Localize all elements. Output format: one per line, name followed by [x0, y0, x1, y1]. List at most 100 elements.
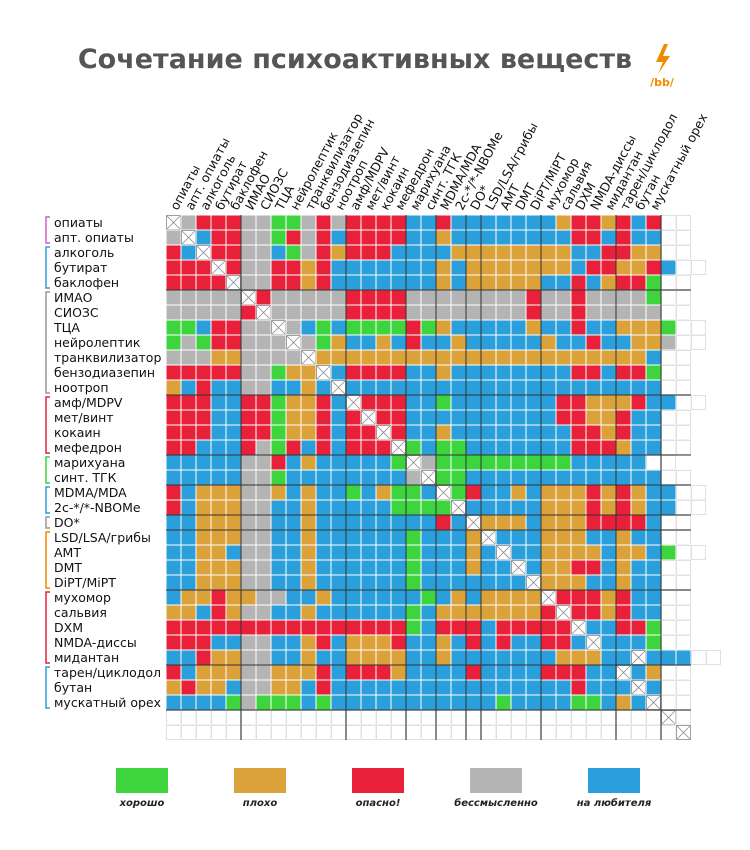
cell	[525, 454, 542, 471]
cell	[495, 664, 512, 681]
cell	[435, 634, 452, 651]
cell	[390, 364, 407, 381]
cell	[450, 244, 467, 261]
cell	[600, 379, 617, 396]
cell	[360, 469, 377, 486]
cell	[360, 274, 377, 291]
cell	[585, 619, 602, 636]
cell	[630, 379, 647, 396]
cell-cross	[646, 695, 661, 710]
cell	[210, 364, 227, 381]
cell	[300, 334, 317, 351]
cell	[555, 529, 572, 546]
cell	[540, 319, 557, 336]
cell	[405, 679, 422, 696]
cell	[405, 694, 422, 711]
cell	[300, 319, 317, 336]
cell	[180, 409, 197, 426]
cell	[375, 694, 392, 711]
cell	[630, 604, 647, 621]
cell	[645, 574, 662, 591]
cell	[225, 469, 242, 486]
cell	[435, 274, 452, 291]
cell	[300, 289, 317, 306]
cell	[645, 244, 662, 261]
cell	[270, 469, 287, 486]
cell	[525, 649, 542, 666]
cell	[405, 304, 422, 321]
cell	[225, 319, 242, 336]
cell	[495, 319, 512, 336]
cell	[300, 604, 317, 621]
cell	[330, 664, 347, 681]
cell	[360, 574, 377, 591]
cell	[270, 304, 287, 321]
cell	[435, 664, 452, 681]
cell	[270, 724, 287, 741]
cell	[345, 229, 362, 246]
cell	[360, 424, 377, 441]
cell	[375, 544, 392, 561]
cell	[510, 214, 527, 231]
cell	[165, 349, 182, 366]
cell	[480, 514, 497, 531]
cell	[195, 469, 212, 486]
cell	[570, 349, 587, 366]
cell	[285, 484, 302, 501]
cell	[540, 634, 557, 651]
cell	[495, 229, 512, 246]
row-label: баклофен	[54, 275, 119, 290]
cell	[270, 394, 287, 411]
cell	[495, 724, 512, 741]
cell	[480, 454, 497, 471]
cell	[360, 514, 377, 531]
row-label: мухомор	[54, 590, 111, 605]
cell	[345, 439, 362, 456]
cell	[645, 664, 662, 681]
cell	[330, 724, 347, 741]
cell	[270, 514, 287, 531]
cell	[420, 244, 437, 261]
cell	[195, 454, 212, 471]
cell	[345, 604, 362, 621]
cell	[510, 259, 527, 276]
cell	[660, 409, 677, 426]
cell	[690, 484, 707, 501]
cell	[315, 319, 332, 336]
cell	[390, 559, 407, 576]
cell	[285, 589, 302, 606]
cell	[525, 589, 542, 606]
cell	[555, 304, 572, 321]
cell	[630, 724, 647, 741]
cell	[570, 394, 587, 411]
cell	[480, 334, 497, 351]
cell	[555, 679, 572, 696]
cell	[510, 484, 527, 501]
cell	[210, 499, 227, 516]
cell	[630, 664, 647, 681]
legend-label: хорошо	[119, 798, 165, 809]
cell	[225, 334, 242, 351]
cell-frame	[691, 335, 706, 350]
cell	[180, 619, 197, 636]
cell	[615, 349, 632, 366]
cell	[585, 394, 602, 411]
cell-cross	[211, 260, 226, 275]
cell	[360, 694, 377, 711]
cell-frame	[706, 650, 721, 665]
cell	[465, 289, 482, 306]
cell	[360, 604, 377, 621]
legend-swatch	[234, 768, 286, 793]
cell	[495, 499, 512, 516]
cell	[255, 664, 272, 681]
cell	[300, 544, 317, 561]
cell	[465, 619, 482, 636]
cell	[435, 229, 452, 246]
cell	[255, 454, 272, 471]
cell	[615, 469, 632, 486]
cell	[570, 379, 587, 396]
cell	[225, 439, 242, 456]
cell	[330, 574, 347, 591]
cell	[435, 259, 452, 276]
cell	[540, 379, 557, 396]
